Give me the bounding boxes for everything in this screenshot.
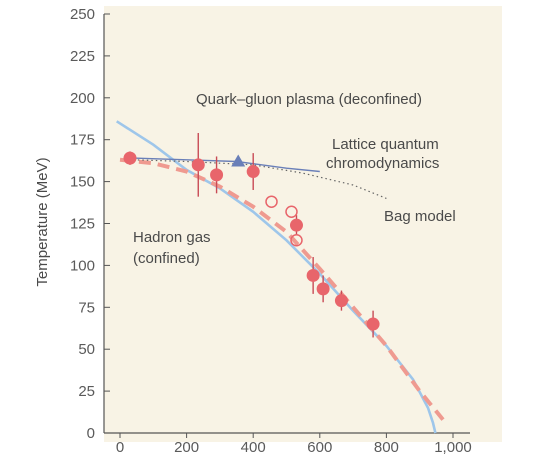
y-tick-label: 250 <box>70 6 95 23</box>
data-point-filled <box>246 165 260 179</box>
x-tick-label: 0 <box>116 439 124 456</box>
data-point-filled <box>334 294 348 308</box>
y-axis-label: Temperature (MeV) <box>34 157 51 286</box>
annotation-bag-model: Bag model <box>384 208 456 225</box>
data-point-filled <box>366 317 380 331</box>
axes: 0 25 50 75 100 125 150 175 200 225 250 0 200 400 600 80… <box>70 6 472 456</box>
plot-background <box>104 6 502 442</box>
data-point-filled <box>306 268 320 282</box>
data-point-hollow <box>290 234 303 247</box>
y-tick-label: 200 <box>70 90 95 107</box>
y-tick-label: 175 <box>70 132 95 149</box>
annotation-lattice-line1: Lattice quantum <box>332 136 439 153</box>
y-tick-label: 100 <box>70 257 95 274</box>
y-tick-label: 75 <box>78 299 95 316</box>
data-point-filled <box>316 282 330 296</box>
y-tick-label: 25 <box>78 383 95 400</box>
bag-model-curve <box>133 159 387 199</box>
region-label-hadron-line1: Hadron gas <box>133 229 211 246</box>
y-tick-label: 150 <box>70 174 95 191</box>
x-tick-label: 400 <box>241 439 266 456</box>
x-tick-label: 800 <box>374 439 399 456</box>
region-label-plasma: Quark–gluon plasma (deconfined) <box>196 91 422 108</box>
y-tick-label: 125 <box>70 216 95 233</box>
data-markers <box>123 132 380 338</box>
data-point-triangle <box>231 154 246 167</box>
data-point-filled <box>123 151 137 165</box>
y-tick-label: 225 <box>70 48 95 65</box>
data-point-filled <box>191 158 205 172</box>
x-tick-label: 600 <box>307 439 332 456</box>
y-tick-label: 0 <box>87 425 95 442</box>
data-point-hollow <box>265 195 278 208</box>
annotation-lattice-line2: chromodynamics <box>326 155 439 172</box>
data-point-filled <box>210 168 224 182</box>
region-label-hadron-line2: (confined) <box>133 250 200 267</box>
data-point-hollow <box>285 205 298 219</box>
x-tick-label: 1,000 <box>434 439 472 456</box>
y-tick-label: 50 <box>78 341 95 358</box>
x-tick-label: 200 <box>174 439 199 456</box>
data-point-filled <box>289 218 303 232</box>
